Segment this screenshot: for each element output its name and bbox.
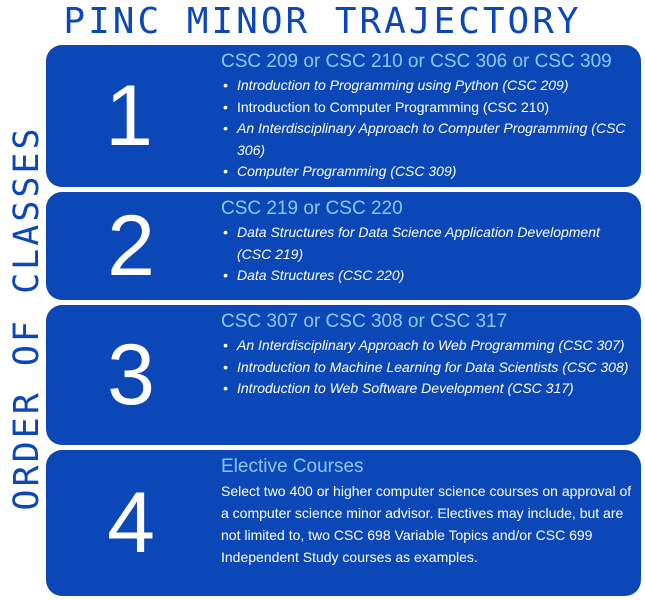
course-item: Introduction to Programming using Python…	[223, 75, 635, 97]
step-card-2: 2 CSC 219 or CSC 220 Data Structures for…	[46, 192, 641, 300]
course-item: Data Structures for Data Science Applica…	[223, 222, 635, 265]
step-heading: CSC 219 or CSC 220	[221, 198, 403, 219]
course-item: Data Structures (CSC 220)	[223, 265, 635, 287]
course-list: Data Structures for Data Science Applica…	[221, 222, 635, 287]
course-list: An Interdisciplinary Approach to Web Pro…	[221, 335, 635, 400]
step-card-1: 1 CSC 209 or CSC 210 or CSC 306 or CSC 3…	[46, 45, 641, 187]
step-number: 4	[107, 475, 155, 571]
step-number: 1	[105, 68, 153, 164]
course-item: Computer Programming (CSC 309)	[223, 161, 635, 183]
step-heading: CSC 209 or CSC 210 or CSC 306 or CSC 309	[221, 51, 612, 72]
step-content: CSC 209 or CSC 210 or CSC 306 or CSC 309…	[221, 51, 635, 183]
step-number: 2	[107, 198, 155, 294]
elective-description: Select two 400 or higher computer scienc…	[221, 483, 632, 565]
side-label: ORDER OF CLASSES	[7, 125, 47, 511]
course-item: An Interdisciplinary Approach to Compute…	[223, 118, 635, 161]
course-item: Introduction to Machine Learning for Dat…	[223, 357, 635, 379]
step-heading: Elective Courses	[221, 456, 364, 477]
step-card-3: 3 CSC 307 or CSC 308 or CSC 317 An Inter…	[46, 305, 641, 445]
course-item: Introduction to Web Software Development…	[223, 378, 635, 400]
page-title: PINC MINOR TRAJECTORY	[63, 1, 582, 42]
course-item: Introduction to Computer Programming (CS…	[223, 97, 635, 119]
step-content: CSC 219 or CSC 220 Data Structures for D…	[221, 198, 635, 287]
step-content: CSC 307 or CSC 308 or CSC 317 An Interdi…	[221, 311, 635, 400]
step-card-4: 4 Elective Courses Select two 400 or hig…	[46, 450, 641, 596]
course-item: An Interdisciplinary Approach to Web Pro…	[223, 335, 635, 357]
step-number: 3	[107, 327, 155, 423]
step-content: Elective Courses Select two 400 or highe…	[221, 456, 635, 568]
step-heading: CSC 307 or CSC 308 or CSC 317	[221, 311, 508, 332]
course-list: Introduction to Programming using Python…	[221, 75, 635, 183]
